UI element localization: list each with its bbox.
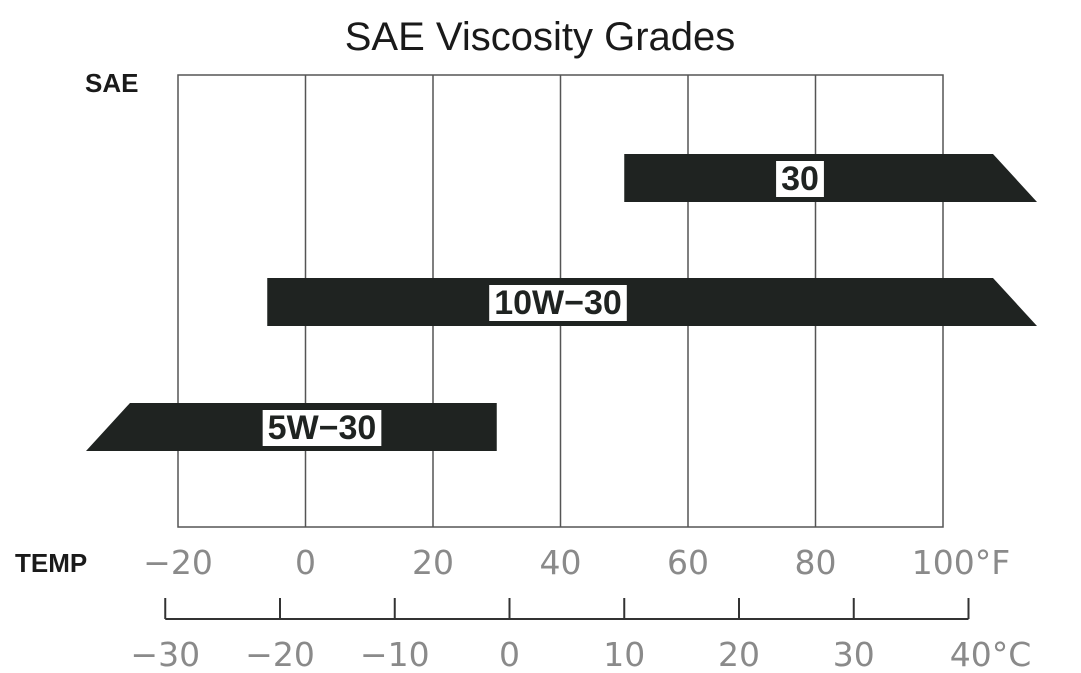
celsius-tick-label: −20	[245, 635, 315, 673]
fahrenheit-tick-label: 100°F	[912, 543, 1010, 582]
x-axis-name: TEMP	[15, 548, 87, 578]
celsius-tick-label: 10	[603, 635, 645, 673]
chart-title: SAE Viscosity Grades	[345, 15, 736, 59]
bar-30	[624, 154, 1037, 202]
fahrenheit-tick-label: 20	[412, 543, 454, 582]
bar-label: 30	[781, 160, 819, 198]
celsius-tick-label: −10	[360, 635, 430, 673]
bar-label: 10W−30	[494, 284, 622, 322]
celsius-tick-label: 40°C	[950, 635, 1032, 673]
celsius-tick-label: −30	[130, 635, 200, 673]
fahrenheit-tick-label: −20	[143, 543, 213, 582]
celsius-tick-label: 30	[833, 635, 875, 673]
fahrenheit-tick-label: 40	[540, 543, 582, 582]
y-axis-name: SAE	[85, 68, 138, 98]
bar-label: 5W−30	[268, 409, 377, 447]
bar-label-box	[776, 161, 824, 197]
bar-10w30	[267, 278, 1037, 326]
bar-label-box	[489, 285, 627, 321]
fahrenheit-tick-label: 0	[295, 543, 316, 582]
celsius-axis: −30 −20 −10 0 10 20 30 40°C	[130, 598, 1031, 673]
fahrenheit-axis: −20 0 20 40 60 80 100°F	[143, 543, 1010, 582]
bars: 30 10W−30 5W−30	[86, 154, 1037, 451]
celsius-tick-label: 0	[499, 635, 520, 673]
fahrenheit-tick-label: 80	[795, 543, 837, 582]
bar-label-box	[262, 410, 382, 446]
fahrenheit-tick-label: 60	[667, 543, 709, 582]
celsius-tick-label: 20	[718, 635, 760, 673]
